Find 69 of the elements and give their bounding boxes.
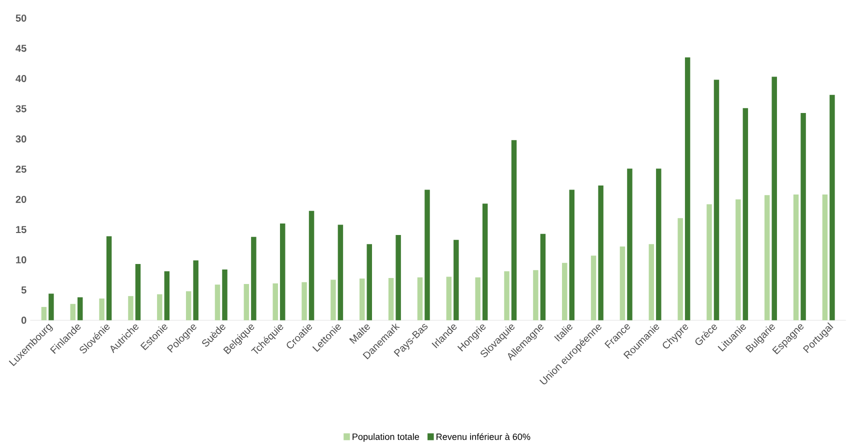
bar bbox=[482, 203, 488, 320]
bar bbox=[830, 94, 835, 320]
bar bbox=[706, 204, 712, 320]
bar bbox=[366, 244, 372, 320]
bar bbox=[627, 168, 632, 320]
y-tick-label: 15 bbox=[16, 226, 26, 233]
bar bbox=[511, 140, 517, 320]
bar bbox=[540, 234, 546, 320]
bar bbox=[475, 277, 480, 320]
bar bbox=[214, 284, 220, 320]
bar bbox=[772, 76, 777, 320]
bar bbox=[793, 194, 799, 320]
legend-label: Population totale bbox=[352, 433, 420, 442]
bar bbox=[308, 210, 314, 320]
bar bbox=[620, 246, 626, 320]
bar bbox=[193, 260, 198, 320]
bar bbox=[417, 277, 423, 320]
bar bbox=[244, 284, 250, 320]
bar bbox=[280, 223, 286, 320]
bar bbox=[106, 236, 112, 320]
bar bbox=[736, 199, 741, 320]
bar bbox=[533, 270, 538, 320]
bar bbox=[251, 236, 256, 320]
bar bbox=[562, 262, 568, 320]
y-tick-label: 20 bbox=[16, 196, 26, 203]
bar bbox=[360, 278, 365, 320]
bar bbox=[504, 271, 510, 320]
bar bbox=[714, 80, 720, 320]
y-tick-label: 5 bbox=[21, 286, 26, 294]
bar bbox=[569, 190, 574, 320]
bar bbox=[302, 282, 307, 320]
y-tick-label: 50 bbox=[16, 14, 26, 22]
y-tick-label: 25 bbox=[16, 165, 26, 173]
bar bbox=[656, 168, 662, 320]
bar bbox=[648, 244, 654, 320]
bar bbox=[742, 108, 748, 320]
bar bbox=[764, 194, 770, 320]
y-tick-label: 40 bbox=[16, 74, 26, 82]
bar bbox=[424, 190, 430, 320]
bar bbox=[164, 271, 170, 320]
bar bbox=[388, 278, 394, 320]
bar bbox=[48, 293, 54, 320]
bar bbox=[78, 297, 83, 320]
bar bbox=[70, 304, 76, 320]
bar bbox=[822, 194, 828, 320]
bar bbox=[222, 269, 228, 320]
bar bbox=[135, 264, 141, 320]
bar bbox=[41, 306, 47, 320]
bar bbox=[446, 276, 452, 320]
bar bbox=[590, 255, 596, 320]
bar bbox=[454, 240, 459, 320]
bar bbox=[800, 112, 806, 320]
bar bbox=[272, 283, 278, 320]
bar bbox=[330, 280, 336, 320]
bar bbox=[99, 298, 104, 320]
bar bbox=[128, 296, 134, 320]
y-tick-label: 10 bbox=[16, 256, 26, 264]
bar bbox=[684, 57, 690, 320]
y-tick-label: 35 bbox=[16, 104, 26, 112]
y-tick-label: 0 bbox=[21, 316, 26, 324]
bar bbox=[157, 294, 162, 320]
legend-label: Revenu inférieur à 60% bbox=[436, 433, 530, 440]
bar bbox=[186, 291, 192, 320]
bar bbox=[338, 224, 344, 320]
y-tick-label: 45 bbox=[16, 44, 26, 52]
bar bbox=[396, 234, 401, 320]
bar bbox=[678, 218, 683, 320]
bar bbox=[598, 185, 604, 320]
y-tick-label: 30 bbox=[16, 135, 26, 142]
